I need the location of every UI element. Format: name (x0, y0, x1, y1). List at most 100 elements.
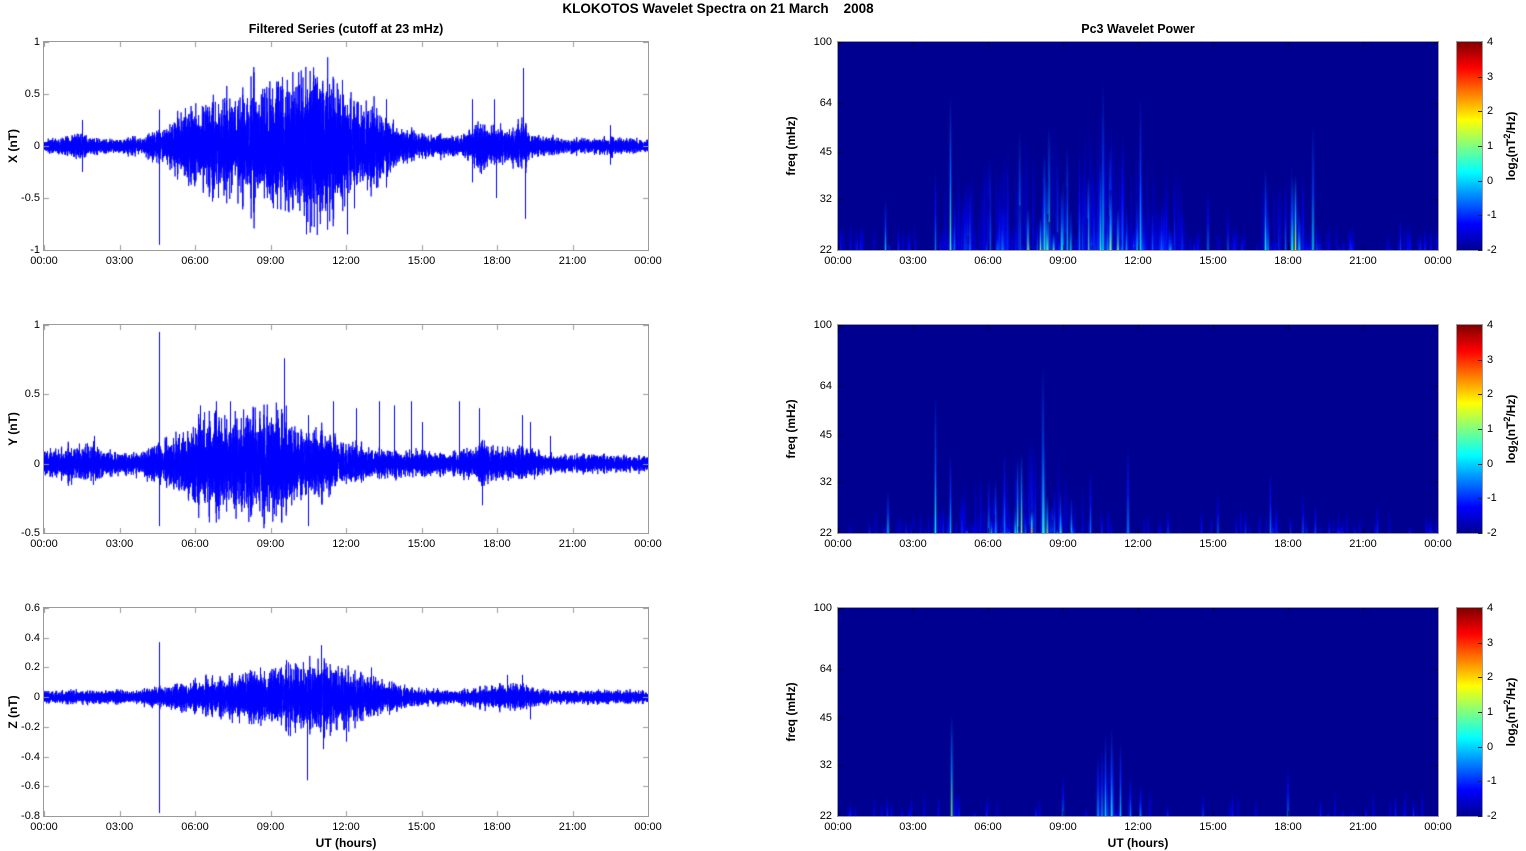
x-tick-label: 00:00 (824, 821, 852, 833)
colorbar-tick-mark (1478, 816, 1482, 817)
x-tick-label: 18:00 (1274, 821, 1302, 833)
colorbar-tick-mark (1478, 181, 1482, 182)
freq-tick-label: 22 (819, 810, 832, 822)
y-tick-label: 1 (33, 319, 40, 331)
x-tick-label: 21:00 (558, 255, 587, 267)
cb-label-text: log (1503, 162, 1518, 181)
x-tick-label: 21:00 (1349, 255, 1377, 267)
x-tick-label: 21:00 (1349, 538, 1377, 550)
x-tick-label: 12:00 (1124, 821, 1152, 833)
x-tick-label: 00:00 (824, 538, 852, 550)
cb-label-text: /Hz) (1503, 394, 1518, 417)
colorbar-tick-mark (1478, 781, 1482, 782)
colorbar-tick-label: 3 (1487, 70, 1494, 83)
colorbar-tick-label: 2 (1487, 388, 1494, 401)
colorbar-tick-mark (1478, 608, 1482, 609)
colorbar-tick-label: 0 (1487, 457, 1494, 470)
ut-hours-label-right: UT (hours) (1107, 836, 1169, 850)
freq-axis-label-3: freq (mHz) (784, 682, 798, 742)
x-tick-label: 09:00 (1049, 538, 1077, 550)
y-tick-label: 0.5 (24, 88, 40, 100)
colorbar-label-3: log2(nT2/Hz) (1502, 678, 1520, 747)
y-tick-label: 0.6 (24, 602, 40, 614)
colorbar-tick-mark (1478, 42, 1482, 43)
colorbar-tick-label: 1 (1487, 706, 1494, 718)
y-tick-label: 0.2 (24, 661, 40, 674)
x-tick-label: 18:00 (483, 821, 511, 833)
x-tick-label: 15:00 (407, 821, 436, 833)
x-tick-label: 12:00 (332, 538, 360, 550)
x-tick-label: 12:00 (1124, 255, 1152, 267)
x-tick-label: 15:00 (407, 538, 436, 550)
y-nt-axis-label: Y (nT) (6, 412, 20, 446)
freq-tick-label: 45 (819, 711, 832, 724)
x-tick-label: 12:00 (332, 821, 360, 833)
colorbar-tick-label: 2 (1487, 671, 1494, 684)
x-tick-label: 00:00 (634, 538, 662, 550)
x-tick-label: 03:00 (899, 538, 927, 550)
figure-title: KLOKOTOS Wavelet Spectra on 21 March 200… (562, 1, 874, 16)
x-tick-label: 06:00 (974, 821, 1002, 833)
freq-tick-label: 100 (813, 319, 832, 331)
x-tick-label: 15:00 (1199, 821, 1227, 833)
z-wavelet-spectrogram (838, 608, 1438, 816)
colorbar-tick-mark (1478, 429, 1482, 430)
x-tick-label: 06:00 (974, 255, 1002, 267)
x-tick-label: 03:00 (105, 255, 134, 267)
freq-tick-label: 32 (819, 192, 832, 205)
colorbar-tick-mark (1478, 677, 1482, 678)
x-tick-label: 21:00 (1349, 821, 1377, 833)
z-filtered-panel (43, 607, 649, 817)
colorbar-tick-mark (1478, 360, 1482, 361)
freq-tick-label: 64 (819, 380, 832, 393)
colorbar-tick-mark (1478, 747, 1482, 748)
x-wavelet-spectrogram (838, 42, 1438, 250)
y-tick-label: 0 (33, 457, 40, 470)
colorbar-tick-mark (1478, 464, 1482, 465)
y-tick-label: -0.2 (21, 720, 40, 733)
y-tick-label: 0 (33, 691, 40, 704)
x-tick-label: 00:00 (30, 255, 58, 267)
y-filtered-panel (43, 324, 649, 534)
x-tick-label: 12:00 (1124, 538, 1152, 550)
colorbar-tick-mark (1478, 215, 1482, 216)
freq-tick-label: 64 (819, 663, 832, 676)
freq-tick-label: 45 (819, 428, 832, 441)
x-tick-label: 09:00 (1049, 821, 1077, 833)
x-tick-label: 00:00 (634, 255, 662, 267)
x-tick-label: 06:00 (181, 821, 209, 833)
y-tick-label: -0.6 (21, 780, 40, 793)
colorbar-tick-label: -1 (1487, 492, 1497, 505)
colorbar-tick-label: -1 (1487, 209, 1497, 222)
y-tick-label: -0.5 (21, 192, 40, 204)
x-tick-label: 06:00 (181, 538, 209, 550)
colorbar-tick-label: 4 (1487, 319, 1494, 331)
x-tick-label: 00:00 (634, 821, 662, 833)
colorbar-tick-label: 2 (1487, 105, 1494, 118)
y-wavelet-panel (837, 324, 1439, 534)
colorbar-tick-label: 0 (1487, 174, 1494, 187)
ut-hours-label-left: UT (hours) (315, 836, 377, 850)
colorbar-tick-label: 1 (1487, 423, 1494, 435)
x-tick-label: 12:00 (332, 255, 360, 267)
cb-label-text: (nT (1503, 138, 1518, 158)
cb-label-sup: 2 (1501, 699, 1512, 705)
colorbar-1 (1456, 41, 1483, 251)
y-tick-label: -0.5 (21, 527, 40, 539)
cb-label-sub: 2 (1510, 440, 1521, 446)
cb-label-text: log (1503, 445, 1518, 464)
x-tick-label: 03:00 (105, 821, 134, 833)
colorbar-tick-mark (1478, 325, 1482, 326)
colorbar-tick-label: 4 (1487, 36, 1494, 48)
colorbar-tick-mark (1478, 394, 1482, 395)
x-wavelet-panel (837, 41, 1439, 251)
x-tick-label: 00:00 (824, 255, 852, 267)
colorbar-tick-mark (1478, 146, 1482, 147)
x-tick-label: 06:00 (974, 538, 1002, 550)
freq-tick-label: 32 (819, 475, 832, 488)
x-tick-label: 18:00 (1274, 538, 1302, 550)
x-filtered-plot (44, 42, 648, 250)
colorbar-tick-mark (1478, 643, 1482, 644)
x-filtered-panel (43, 41, 649, 251)
freq-tick-label: 100 (813, 36, 832, 48)
